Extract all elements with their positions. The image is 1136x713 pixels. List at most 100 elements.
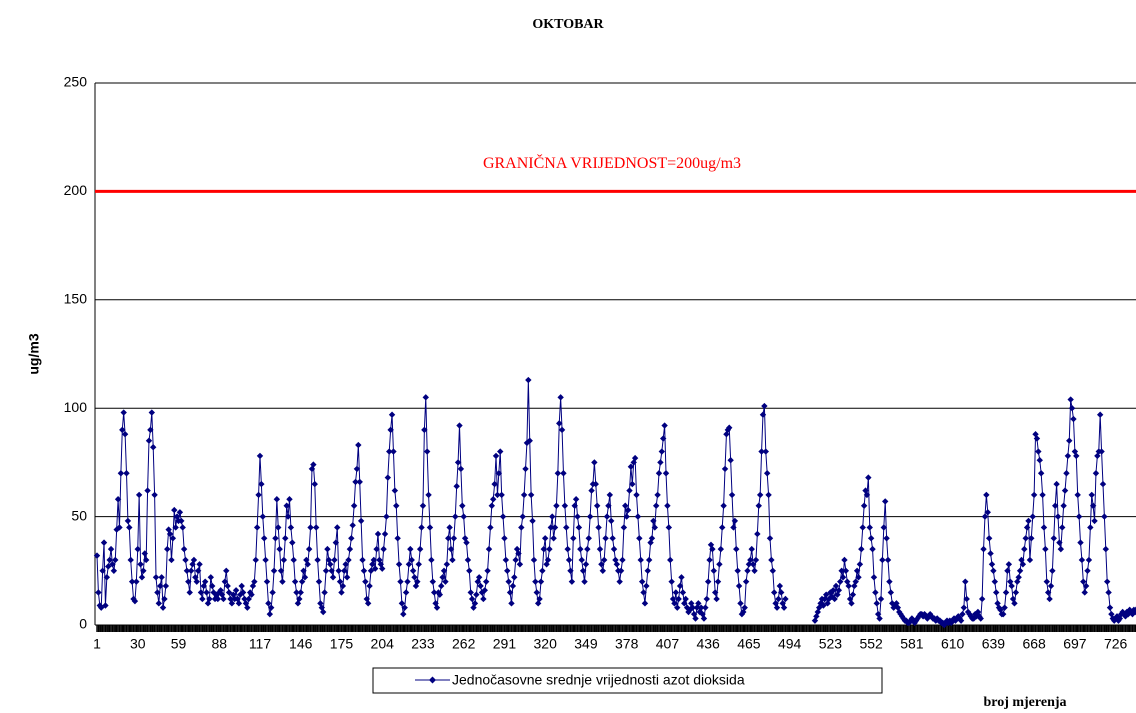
data-point: [297, 589, 304, 596]
data-point: [775, 595, 782, 603]
data-point: [838, 567, 845, 574]
data-point: [570, 535, 577, 542]
data-point: [1035, 448, 1042, 455]
data-point: [452, 513, 459, 520]
data-point: [1087, 524, 1094, 531]
data-point: [314, 556, 321, 564]
data-point: [745, 561, 753, 568]
data-point: [987, 550, 994, 557]
data-point: [369, 561, 376, 568]
data-point: [263, 578, 271, 585]
data-point: [964, 608, 972, 616]
data-point: [557, 394, 564, 401]
data-point: [114, 496, 122, 503]
y-tick-label: 150: [64, 291, 88, 307]
data-point: [1067, 396, 1074, 403]
data-point: [1075, 513, 1083, 520]
data-point: [381, 530, 389, 538]
data-point: [624, 506, 632, 514]
data-point: [771, 589, 778, 596]
data-point: [1015, 574, 1022, 581]
data-point: [282, 535, 289, 542]
data-point: [402, 589, 410, 596]
data-point: [107, 545, 115, 553]
data-point: [432, 600, 439, 607]
data-point: [360, 567, 368, 574]
data-point: [988, 561, 996, 568]
data-point: [598, 561, 605, 568]
data-point: [466, 567, 473, 574]
data-point: [571, 502, 578, 509]
data-point: [320, 608, 327, 616]
data-point: [754, 530, 761, 538]
data-point: [582, 561, 590, 568]
data-point: [1025, 517, 1032, 525]
data-point: [1098, 448, 1105, 455]
data-point: [1126, 606, 1133, 614]
data-point: [526, 437, 533, 444]
data-point: [1030, 491, 1038, 499]
data-point: [522, 465, 529, 473]
data-point: [643, 582, 650, 590]
data-point: [550, 535, 557, 542]
data-point: [249, 582, 257, 590]
data-point: [155, 600, 163, 607]
data-point: [204, 600, 212, 607]
data-point: [699, 610, 706, 618]
data-point: [135, 491, 143, 499]
data-point: [327, 561, 334, 568]
data-point: [1057, 545, 1065, 553]
data-point: [266, 610, 274, 618]
data-point: [193, 578, 200, 585]
x-tick-label: 233: [411, 636, 435, 652]
data-point: [658, 448, 666, 455]
data-point: [428, 556, 435, 564]
data-point: [449, 556, 456, 564]
data-point: [537, 578, 545, 585]
data-point: [248, 591, 255, 598]
data-point: [471, 600, 479, 607]
data-point: [695, 600, 702, 607]
data-point: [197, 589, 205, 596]
data-point: [671, 600, 678, 607]
data-point: [284, 513, 292, 520]
data-point: [742, 578, 750, 585]
data-point: [762, 448, 769, 455]
data-point: [305, 545, 313, 553]
data-point: [454, 459, 462, 466]
data-point: [689, 604, 696, 611]
data-point: [735, 582, 743, 590]
data-point: [438, 582, 445, 590]
data-point: [1012, 589, 1020, 596]
data-point: [564, 545, 571, 553]
data-point: [190, 556, 198, 564]
data-point: [515, 550, 522, 557]
data-point: [298, 578, 306, 585]
data-point: [731, 517, 739, 525]
data-point: [1063, 470, 1070, 477]
data-point: [272, 535, 279, 542]
data-point: [300, 567, 307, 574]
data-point: [544, 556, 552, 564]
data-point: [223, 567, 230, 574]
data-point: [145, 437, 153, 444]
data-point: [218, 591, 226, 598]
data-point: [235, 600, 243, 607]
data-point: [703, 595, 710, 603]
data-point: [1133, 607, 1136, 613]
y-tick-label: 0: [79, 616, 87, 632]
data-point: [391, 487, 399, 494]
data-point: [324, 545, 331, 553]
x-tick-label: 117: [249, 636, 272, 652]
data-point: [633, 491, 640, 499]
data-point: [504, 567, 511, 574]
data-point: [1111, 617, 1118, 624]
data-point: [127, 556, 134, 564]
data-point: [220, 595, 227, 603]
data-point: [1082, 582, 1090, 590]
data-point: [103, 574, 111, 581]
data-point: [665, 524, 673, 531]
data-point: [978, 595, 986, 603]
data-point: [575, 524, 583, 531]
data-point: [150, 444, 157, 451]
